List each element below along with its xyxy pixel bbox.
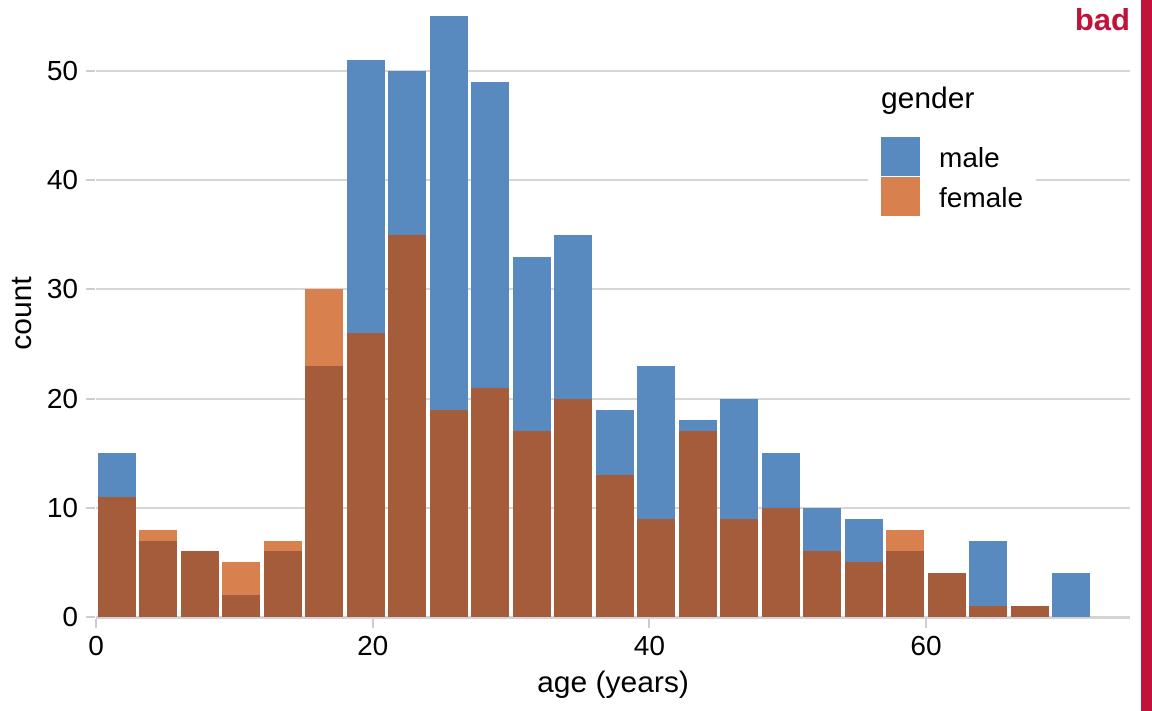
- gridline-40: [96, 179, 1130, 182]
- y-tick-label-40: 40: [46, 164, 78, 196]
- bar-male-bin-12: [595, 409, 634, 476]
- y-tick-label-10: 10: [46, 491, 78, 523]
- y-tick-label-50: 50: [46, 55, 78, 86]
- bar-overlap-bin-18: [844, 562, 883, 617]
- bar-male-bin-0: [97, 453, 136, 497]
- y-tick-30: [86, 288, 95, 291]
- bar-male-bin-9: [471, 81, 510, 388]
- bar-female-bin-4: [263, 540, 302, 552]
- bar-overlap-bin-16: [761, 507, 800, 617]
- y-tick-50: [86, 70, 95, 72]
- x-tick-label-20: 20: [357, 630, 389, 661]
- bar-overlap-bin-7: [388, 234, 427, 617]
- bar-female-bin-1: [139, 529, 178, 541]
- bar-overlap-bin-6: [346, 333, 385, 617]
- y-tick-20: [86, 397, 95, 400]
- bar-male-bin-13: [637, 365, 676, 519]
- bar-male-bin-16: [761, 453, 800, 508]
- bar-female-bin-3: [222, 562, 261, 596]
- x-tick-label-0: 0: [88, 630, 104, 661]
- male-swatch-icon: [881, 137, 920, 176]
- x-tick-0: [95, 619, 97, 628]
- bar-overlap-bin-21: [969, 606, 1008, 617]
- bar-overlap-bin-17: [803, 551, 842, 617]
- legend-label-male: male: [939, 142, 1000, 173]
- bar-overlap-bin-22: [1010, 606, 1049, 617]
- y-tick-label-20: 20: [46, 382, 78, 414]
- bar-male-bin-10: [512, 256, 551, 432]
- bad-stamp-bar: [1141, 0, 1152, 711]
- bar-female-bin-5: [305, 289, 344, 366]
- gridline-30: [96, 288, 1130, 291]
- y-tick-label-30: 30: [46, 273, 78, 305]
- bar-male-bin-14: [678, 420, 717, 432]
- bar-overlap-bin-2: [180, 551, 219, 617]
- bar-male-bin-23: [1052, 573, 1091, 617]
- legend-title: gender: [881, 82, 975, 115]
- legend: gender male female: [868, 74, 1036, 224]
- bar-overlap-bin-11: [554, 398, 593, 617]
- bar-overlap-bin-5: [305, 365, 344, 617]
- bar-overlap-bin-19: [886, 551, 925, 617]
- bad-stamp-label: bad: [1074, 2, 1130, 37]
- bar-overlap-bin-9: [471, 387, 510, 617]
- bar-overlap-bin-13: [637, 518, 676, 617]
- bar-overlap-bin-3: [222, 595, 261, 617]
- bar-overlap-bin-12: [595, 475, 634, 617]
- x-tick-60: [924, 619, 927, 628]
- bar-male-bin-7: [388, 71, 427, 235]
- bar-female-bin-19: [886, 529, 925, 552]
- x-tick-label-40: 40: [633, 630, 665, 661]
- bar-overlap-bin-0: [97, 496, 136, 617]
- x-axis-line: [96, 616, 1130, 619]
- female-swatch-icon: [881, 177, 920, 216]
- bar-male-bin-15: [720, 398, 759, 519]
- bar-male-bin-17: [803, 507, 842, 552]
- bar-male-bin-6: [346, 60, 385, 334]
- y-tick-0: [86, 616, 95, 618]
- bar-male-bin-11: [554, 234, 593, 399]
- bar-overlap-bin-1: [139, 540, 178, 617]
- gridline-50: [96, 70, 1130, 72]
- bar-overlap-bin-20: [927, 573, 966, 617]
- gridline-20: [96, 397, 1130, 400]
- bar-overlap-bin-10: [512, 431, 551, 617]
- y-tick-label-0: 0: [62, 601, 78, 632]
- bar-overlap-bin-8: [429, 409, 468, 617]
- legend-label-female: female: [939, 182, 1024, 213]
- bar-overlap-bin-14: [678, 431, 717, 617]
- y-tick-10: [86, 506, 95, 509]
- bar-male-bin-21: [969, 540, 1008, 607]
- x-axis-title: age (years): [537, 666, 689, 699]
- bar-male-bin-18: [844, 518, 883, 563]
- x-tick-40: [648, 619, 651, 628]
- bar-male-bin-8: [429, 16, 468, 410]
- bar-overlap-bin-4: [263, 551, 302, 617]
- x-tick-20: [371, 619, 374, 628]
- x-tick-label-60: 60: [910, 630, 942, 661]
- y-axis-title: count: [5, 276, 38, 350]
- bar-overlap-bin-15: [720, 518, 759, 617]
- y-tick-40: [86, 179, 95, 182]
